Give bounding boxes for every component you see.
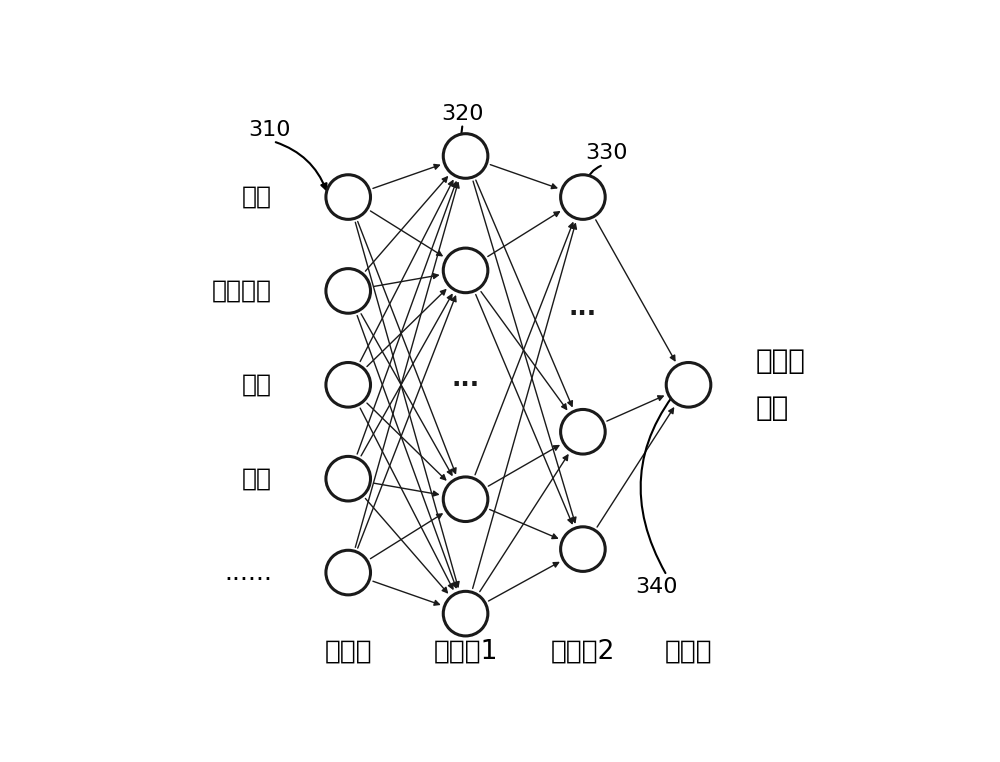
Text: 开度: 开度: [756, 394, 789, 422]
Circle shape: [326, 550, 371, 595]
Text: 粘度: 粘度: [242, 466, 272, 491]
Circle shape: [561, 174, 605, 219]
Text: 深度: 深度: [242, 185, 272, 209]
Circle shape: [326, 363, 371, 407]
Text: 330: 330: [585, 143, 628, 163]
Circle shape: [326, 456, 371, 501]
Text: 输入层: 输入层: [324, 639, 372, 664]
Text: ···: ···: [451, 373, 480, 397]
Text: 节流阀: 节流阀: [756, 347, 806, 376]
Circle shape: [666, 363, 711, 407]
Text: 隐藏兲1: 隐藏兲1: [433, 639, 498, 664]
Circle shape: [561, 527, 605, 572]
Text: 井底压力: 井底压力: [212, 279, 272, 303]
Text: 340: 340: [635, 578, 678, 597]
Circle shape: [443, 133, 488, 178]
Text: 隐藏兲2: 隐藏兲2: [551, 639, 615, 664]
Text: ···: ···: [569, 303, 597, 326]
Circle shape: [443, 591, 488, 636]
Circle shape: [326, 269, 371, 313]
Circle shape: [326, 174, 371, 219]
Text: 流量: 流量: [242, 373, 272, 397]
Text: ......: ......: [224, 561, 272, 584]
Text: 输出层: 输出层: [665, 639, 712, 664]
Text: 310: 310: [248, 120, 290, 139]
Circle shape: [443, 477, 488, 521]
Circle shape: [443, 248, 488, 293]
Circle shape: [561, 409, 605, 454]
Text: 320: 320: [441, 104, 484, 123]
